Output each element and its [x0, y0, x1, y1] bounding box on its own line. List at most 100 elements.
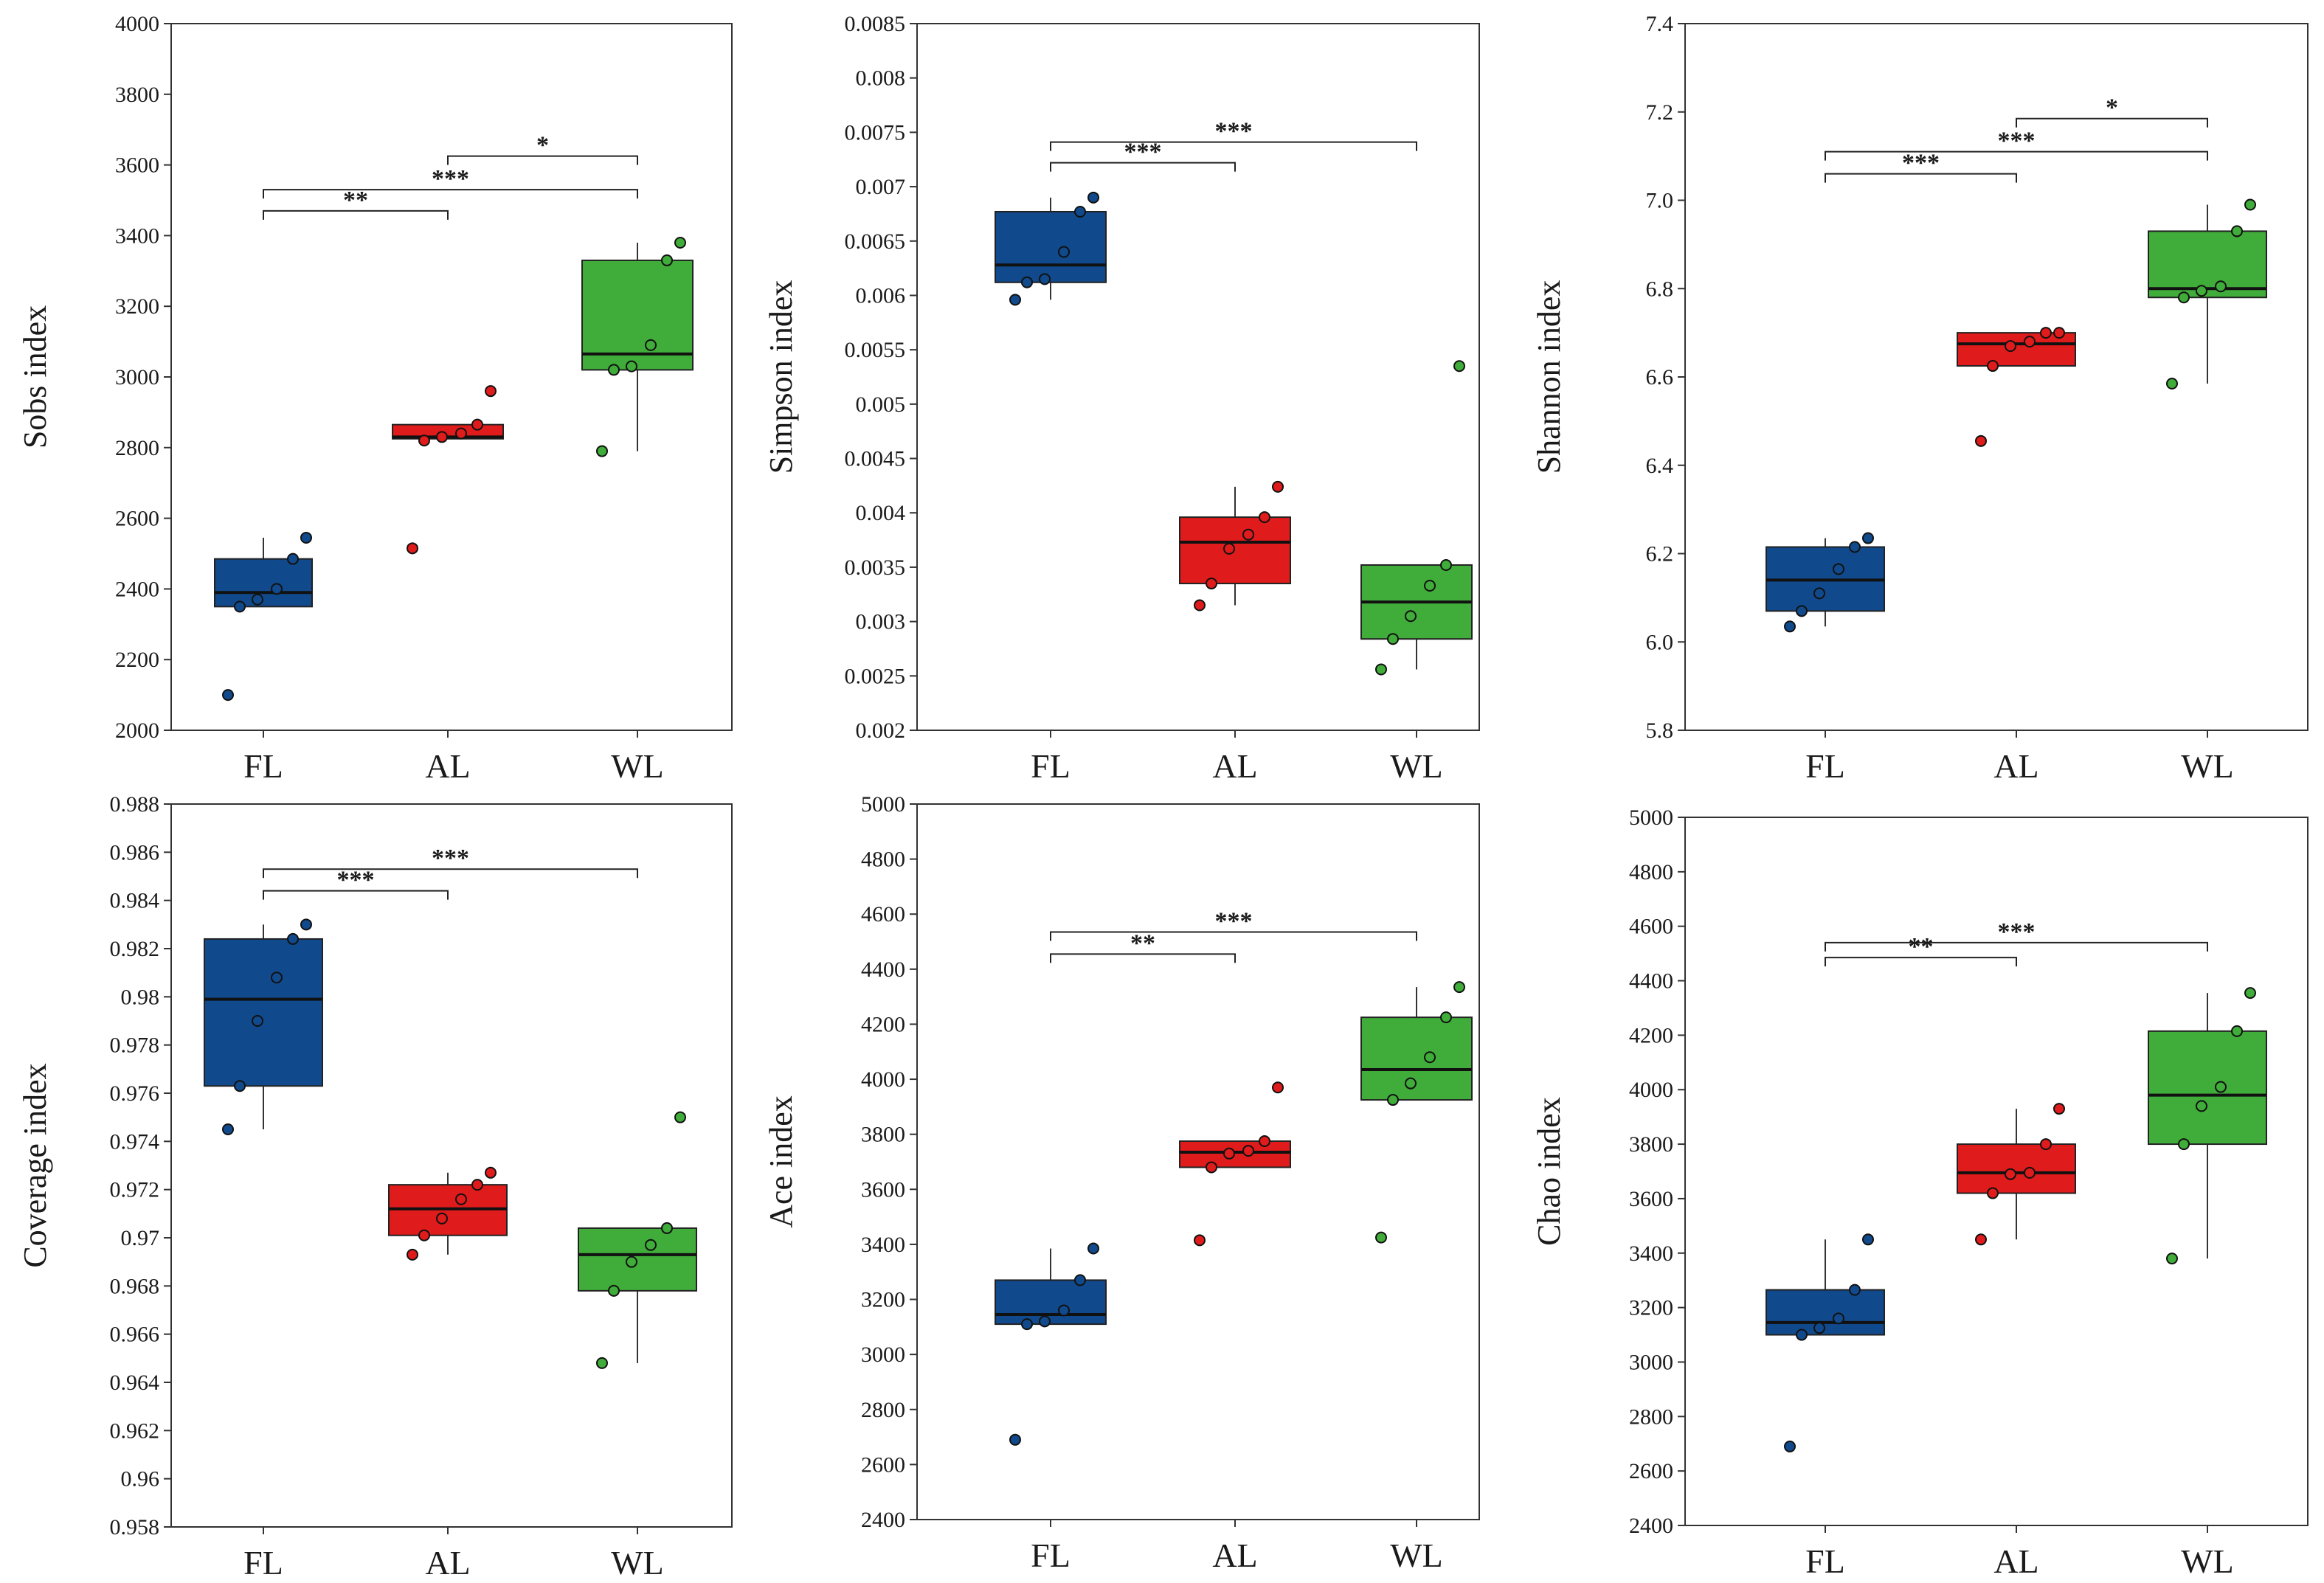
data-point — [1259, 511, 1270, 524]
data-point — [1021, 276, 1033, 288]
y-tick-label: 0.972 — [110, 1178, 160, 1202]
bracket-line — [263, 890, 449, 900]
y-tick-label: 4600 — [1629, 915, 1673, 939]
x-tick-label: AL — [1212, 1537, 1257, 1574]
y-tick-label: 0.962 — [110, 1419, 160, 1443]
data-point — [1039, 1315, 1051, 1328]
y-tick-label: 0.002 — [856, 718, 906, 743]
y-tick-label: 2600 — [861, 1452, 905, 1477]
iqr-box — [1957, 1143, 2076, 1194]
data-point — [222, 1123, 234, 1135]
iqr-box — [995, 1279, 1107, 1326]
data-point — [407, 542, 418, 555]
box-wl — [2148, 198, 2267, 389]
y-tick-label: 6.8 — [1646, 277, 1674, 301]
data-point — [1194, 1234, 1206, 1247]
data-point — [674, 1111, 686, 1123]
data-point — [1272, 1081, 1284, 1094]
data-point — [485, 1166, 497, 1179]
x-tick-label: FL — [243, 1544, 283, 1582]
data-point — [2040, 1138, 2052, 1151]
iqr-box — [1957, 332, 2076, 367]
significance-label: *** — [337, 867, 375, 894]
y-tick-label: 3000 — [861, 1343, 905, 1367]
significance-bracket: *** — [263, 165, 638, 199]
y-tick-label: 4800 — [1629, 860, 1673, 884]
box-fl — [995, 1242, 1107, 1446]
data-point — [1058, 246, 1070, 258]
iqr-box — [1360, 1016, 1473, 1101]
data-point — [626, 1255, 637, 1268]
data-point — [1440, 558, 1452, 571]
y-tick-label: 6.2 — [1646, 542, 1674, 567]
data-point — [234, 600, 246, 613]
y-tick-label: 6.6 — [1646, 365, 1674, 389]
data-point — [1849, 1284, 1861, 1296]
box-wl — [2148, 987, 2267, 1265]
iqr-box — [1179, 516, 1291, 585]
box-al — [392, 385, 504, 555]
significance-label: ** — [1909, 933, 1934, 960]
y-tick-label: 0.966 — [110, 1323, 160, 1347]
y-tick-label: 6.4 — [1646, 454, 1674, 478]
data-point — [661, 1222, 673, 1234]
x-tick-label: FL — [1805, 1542, 1845, 1580]
iqr-box — [581, 259, 694, 371]
y-tick-label: 3600 — [1629, 1187, 1673, 1211]
significance-bracket: *** — [263, 867, 449, 900]
data-point — [2215, 1081, 2227, 1093]
data-point — [1784, 620, 1796, 633]
y-tick-label: 0.0075 — [845, 120, 906, 145]
y-tick-label: 2800 — [115, 436, 159, 460]
data-point — [2244, 198, 2256, 211]
data-point — [455, 427, 467, 440]
y-tick-label: 2000 — [115, 718, 159, 743]
data-point — [234, 1080, 246, 1092]
data-point — [1975, 1233, 1987, 1246]
significance-label: *** — [1998, 128, 2036, 155]
data-point — [222, 689, 234, 702]
significance-bracket: *** — [1825, 918, 2208, 952]
significance-label: *** — [432, 165, 469, 193]
y-tick-label: 2400 — [115, 577, 159, 601]
bracket-line — [263, 189, 638, 199]
y-tick-label: 3600 — [115, 153, 159, 178]
x-tick-label: AL — [1212, 747, 1257, 785]
bracket-line — [1050, 141, 1417, 151]
data-point — [1387, 1094, 1399, 1106]
data-point — [2024, 336, 2036, 348]
data-point — [418, 434, 430, 447]
bracket-line — [263, 209, 449, 220]
data-point — [2215, 280, 2227, 293]
panel-shannon-index: 5.8 6.0 6.2 6.4 6.6 6.8 7.0 7.2 7.4 Shannon index… — [1531, 12, 2309, 785]
significance-bracket: *** — [263, 845, 638, 879]
data-point — [1194, 599, 1206, 612]
bracket-line — [2016, 117, 2208, 128]
data-point — [2231, 225, 2243, 238]
data-point — [645, 339, 657, 351]
plot-frame — [1684, 817, 2309, 1526]
y-tick-label: 3400 — [1629, 1241, 1673, 1266]
data-point — [271, 583, 283, 595]
y-tick-label: 2400 — [1629, 1514, 1673, 1538]
significance-bracket: *** — [1050, 118, 1417, 151]
data-point — [436, 1212, 448, 1225]
y-tick-label: 3200 — [861, 1288, 905, 1312]
y-tick-label: 0.984 — [110, 889, 160, 913]
plot-frame — [916, 803, 1480, 1520]
y-tick-label: 0.005 — [856, 392, 906, 417]
data-point — [1796, 605, 1808, 617]
y-tick-label: 0.986 — [110, 840, 160, 865]
y-tick-label: 0.97 — [121, 1226, 160, 1250]
y-tick-label: 4200 — [861, 1012, 905, 1036]
data-point — [300, 531, 312, 544]
data-point — [1975, 434, 1987, 447]
y-tick-label: 5000 — [861, 792, 905, 817]
x-tick-label: FL — [1031, 1537, 1071, 1574]
bracket-line — [1050, 162, 1236, 172]
data-point — [418, 1229, 430, 1241]
data-point — [1009, 294, 1021, 306]
data-point — [1074, 205, 1086, 218]
data-point — [287, 553, 299, 565]
data-point — [1242, 1145, 1254, 1157]
